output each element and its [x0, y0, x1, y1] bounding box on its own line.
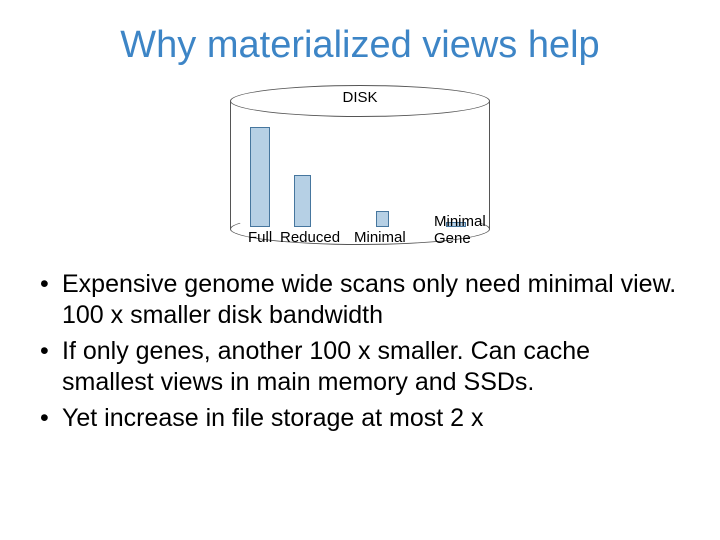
slide: Why materialized views help DISK Full Re…: [0, 0, 720, 540]
bar-label-minimal-gene: Minimal Gene: [434, 213, 514, 248]
bar-chart: [228, 105, 508, 227]
bar-label-minimal: Minimal: [354, 229, 406, 246]
bullet-list: Expensive genome wide scans only need mi…: [40, 269, 680, 434]
bullet-item: Yet increase in file storage at most 2 x: [40, 403, 680, 434]
bullet-item: Expensive genome wide scans only need mi…: [40, 269, 680, 330]
disk-label: DISK: [230, 89, 490, 106]
bullet-item: If only genes, another 100 x smaller. Ca…: [40, 336, 680, 397]
disk-diagram: DISK Full Reduced Minimal Minimal Gene: [190, 81, 530, 251]
page-title: Why materialized views help: [40, 24, 680, 67]
bar-full: [250, 127, 270, 227]
bar-label-reduced: Reduced: [280, 229, 340, 246]
bar-reduced: [294, 175, 311, 227]
bar-label-full: Full: [248, 229, 272, 246]
bar-minimal: [376, 211, 389, 227]
